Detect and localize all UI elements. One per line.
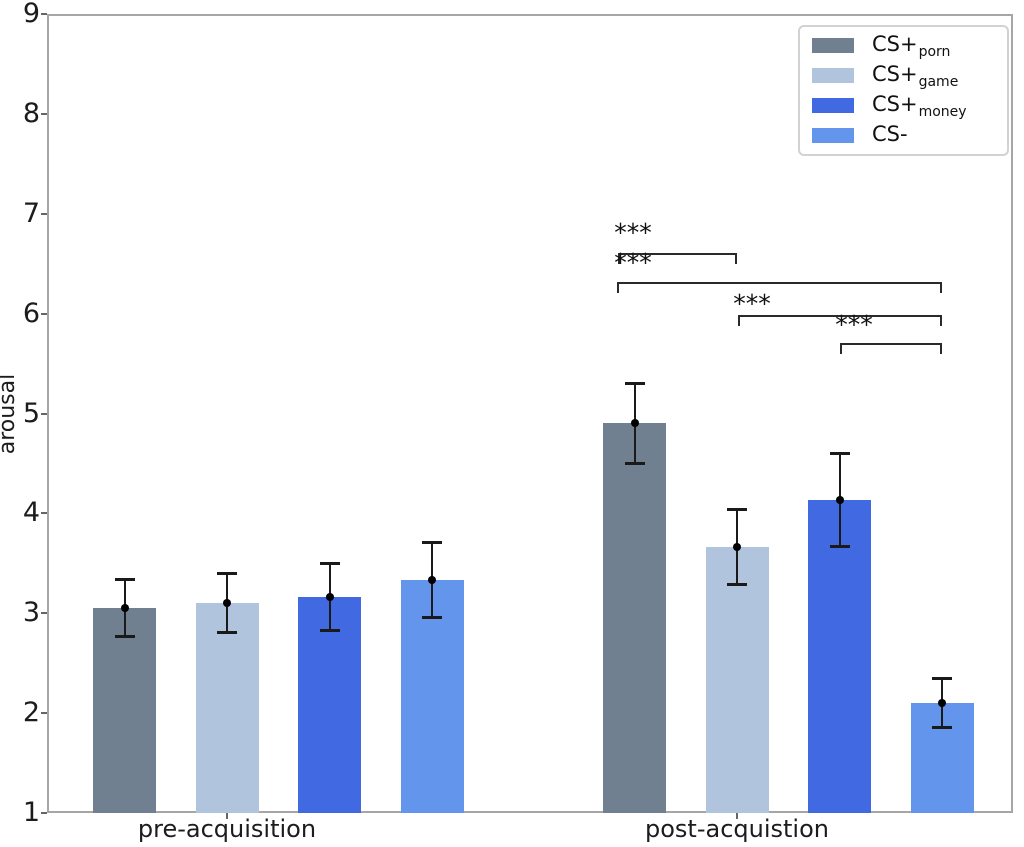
significance-label: *** [835, 310, 873, 339]
legend-label-subscript: money [918, 104, 967, 120]
error-bar-cap [624, 462, 645, 466]
significance-bracket [738, 315, 942, 326]
y-tick-label: 1 [22, 797, 40, 828]
legend-label: CS- [872, 122, 908, 146]
y-tick-label: 3 [22, 597, 40, 629]
error-bar-cap [932, 677, 952, 681]
significance-label: *** [733, 289, 771, 318]
error-bar-cap [727, 583, 747, 587]
error-bar-cap [624, 381, 645, 385]
x-tick-mark [736, 813, 738, 819]
error-bar-cap [319, 629, 340, 633]
y-tick-mark [41, 512, 47, 515]
y-tick-mark [41, 612, 47, 615]
y-tick-label: 5 [22, 397, 40, 429]
bar-csmoney-pre [298, 597, 361, 813]
y-tick-label: 4 [22, 497, 40, 529]
bar-csporn-post [603, 423, 666, 813]
error-bar-cap [829, 545, 850, 549]
marker-dot [938, 699, 946, 708]
y-tick-mark [41, 412, 47, 415]
y-tick-label: 7 [22, 197, 40, 229]
y-tick-label: 9 [22, 0, 40, 29]
y-tick-mark [41, 112, 47, 115]
significance-label: *** [614, 248, 652, 277]
legend-label: CS+money [872, 92, 967, 120]
legend-swatch [812, 98, 854, 113]
x-tick-label-post-acquistion: post-acquistion [645, 815, 829, 843]
error-bar-cap [727, 508, 747, 512]
significance-label: *** [614, 218, 652, 247]
legend-label-subscript: porn [918, 44, 951, 60]
y-tick-label: 2 [22, 697, 40, 729]
y-tick-label: 6 [22, 297, 40, 329]
error-bar-cap [319, 562, 340, 566]
legend-label: CS+game [872, 62, 959, 90]
y-tick-mark [41, 212, 47, 215]
y-tick-mark [41, 712, 47, 715]
legend-swatch [812, 68, 854, 83]
marker-dot [835, 496, 844, 505]
y-tick-label: 8 [22, 97, 40, 129]
legend-item: CS- [800, 121, 1007, 151]
legend-swatch [812, 38, 854, 53]
error-bar-cap [422, 541, 442, 545]
marker-dot [428, 576, 436, 585]
marker-dot [325, 593, 334, 602]
bar-csporn-pre [93, 608, 156, 813]
legend-item: CS+porn [800, 31, 1007, 61]
error-bar-cap [217, 631, 237, 635]
marker-dot [120, 604, 129, 613]
error-bar-cap [422, 616, 442, 620]
error-bar-cap [932, 726, 952, 730]
marker-dot [223, 599, 231, 608]
legend: CS+porn CS+game CS+money CS- [798, 25, 1009, 156]
legend-label: CS+porn [872, 32, 951, 60]
significance-bracket [618, 253, 737, 264]
x-tick-label-pre-acquisition: pre-acquisition [137, 815, 317, 843]
legend-swatch [812, 128, 854, 143]
error-bar-cap [114, 635, 135, 639]
bar-csmoney-post [808, 500, 871, 813]
bar-csgame-post [705, 547, 769, 813]
x-tick-mark [226, 813, 228, 819]
marker-dot [733, 543, 741, 552]
bar-csgame-pre [195, 603, 259, 813]
y-tick-mark [41, 13, 47, 15]
error-bar-cap [829, 452, 850, 456]
error-bar-cap [114, 578, 135, 582]
legend-item: CS+game [800, 61, 1007, 91]
significance-bracket [840, 343, 942, 354]
legend-label-subscript: game [918, 74, 959, 90]
y-tick-mark [41, 812, 47, 814]
legend-item: CS+money [800, 91, 1007, 121]
y-tick-mark [41, 312, 47, 315]
error-bar-cap [217, 572, 237, 576]
significance-bracket [617, 282, 942, 293]
marker-dot [630, 419, 639, 428]
